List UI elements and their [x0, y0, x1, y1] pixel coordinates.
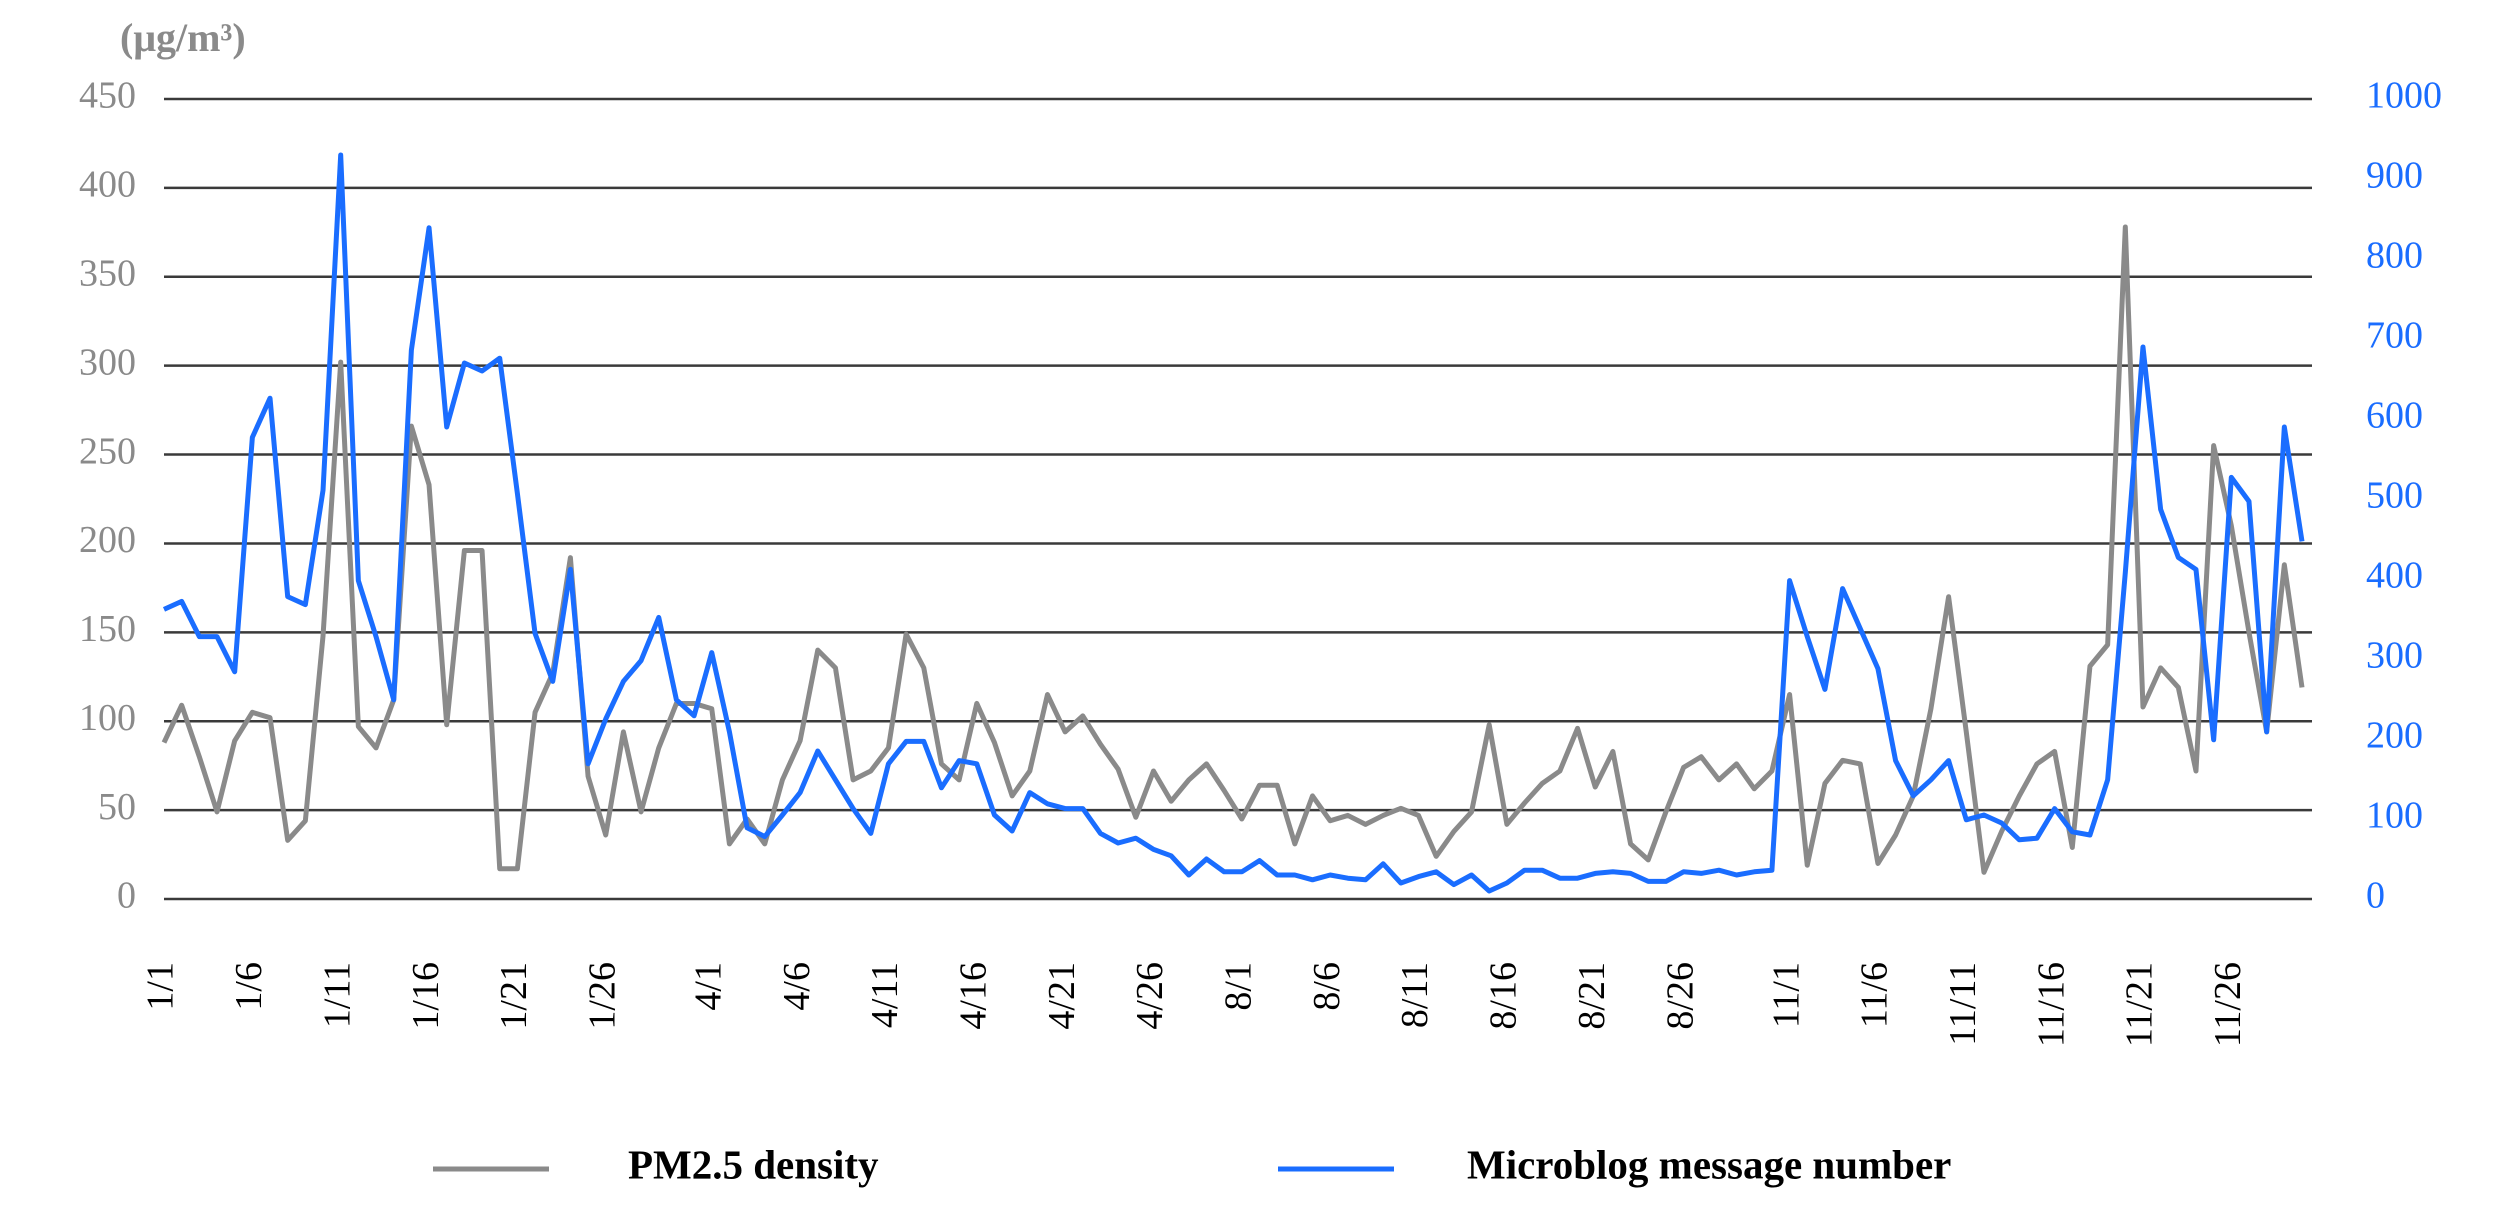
y2-tick-label: 1000 [2366, 75, 2442, 117]
y2-tick-label: 200 [2366, 715, 2423, 757]
x-tick-label: 4/26 [1129, 962, 1171, 1030]
y2-tick-label: 500 [2366, 475, 2423, 517]
data-line [161, 224, 2305, 875]
y-tick-label: 400 [79, 164, 136, 206]
y2-tick-label: 700 [2366, 315, 2423, 357]
y-tick-label: 200 [79, 519, 136, 561]
x-tick-label: 4/16 [953, 962, 995, 1030]
y2-tick-label: 0 [2366, 875, 2385, 917]
y-tick-label: 100 [79, 697, 136, 739]
y2-tick-label: 600 [2366, 395, 2423, 437]
y-tick-label: 50 [98, 786, 136, 828]
y-tick-label: 450 [79, 75, 136, 117]
x-tick-label: 8/6 [1306, 962, 1348, 1011]
y-tick-label: 300 [79, 341, 136, 383]
x-tick-label: 8/16 [1483, 962, 1525, 1030]
legend-label: Microblog message number [1467, 1141, 1951, 1187]
y-axis-label: (μg/m³) [120, 15, 246, 60]
x-tick-label: 11/6 [1854, 962, 1896, 1028]
x-tick-label: 1/26 [581, 962, 623, 1030]
x-tick-label: 1/21 [493, 962, 535, 1030]
y2-tick-label: 400 [2366, 555, 2423, 597]
x-tick-label: 4/21 [1041, 962, 1083, 1030]
y-tick-label: 350 [79, 252, 136, 294]
y-tick-label: 250 [79, 430, 136, 472]
x-tick-label: 1/11 [316, 962, 358, 1028]
x-tick-label: 1/6 [228, 962, 270, 1011]
x-tick-label: 11/21 [2119, 962, 2161, 1047]
x-tick-label: 8/26 [1659, 962, 1701, 1030]
data-line [162, 152, 2305, 894]
x-tick-label: 11/11 [1942, 962, 1984, 1046]
x-tick-label: 11/26 [2207, 962, 2249, 1047]
y2-tick-label: 900 [2366, 155, 2423, 197]
y2-tick-label: 300 [2366, 635, 2423, 677]
y-tick-label: 0 [117, 875, 136, 917]
x-tick-label: 11/1 [1765, 962, 1807, 1028]
x-tick-label: 8/21 [1571, 962, 1613, 1030]
y2-tick-label: 800 [2366, 235, 2423, 277]
y2-tick-label: 100 [2366, 795, 2423, 837]
x-tick-label: 4/11 [864, 962, 906, 1028]
x-tick-label: 8/1 [1218, 962, 1260, 1011]
x-tick-label: 1/16 [405, 962, 447, 1030]
x-tick-label: 4/1 [687, 962, 729, 1011]
x-tick-label: 1/1 [140, 962, 182, 1011]
x-tick-label: 4/6 [776, 962, 818, 1011]
legend-label: PM2.5 density [628, 1141, 879, 1187]
y-tick-label: 150 [79, 608, 136, 650]
x-tick-label: 8/11 [1394, 962, 1436, 1028]
x-tick-label: 11/16 [2030, 962, 2072, 1047]
